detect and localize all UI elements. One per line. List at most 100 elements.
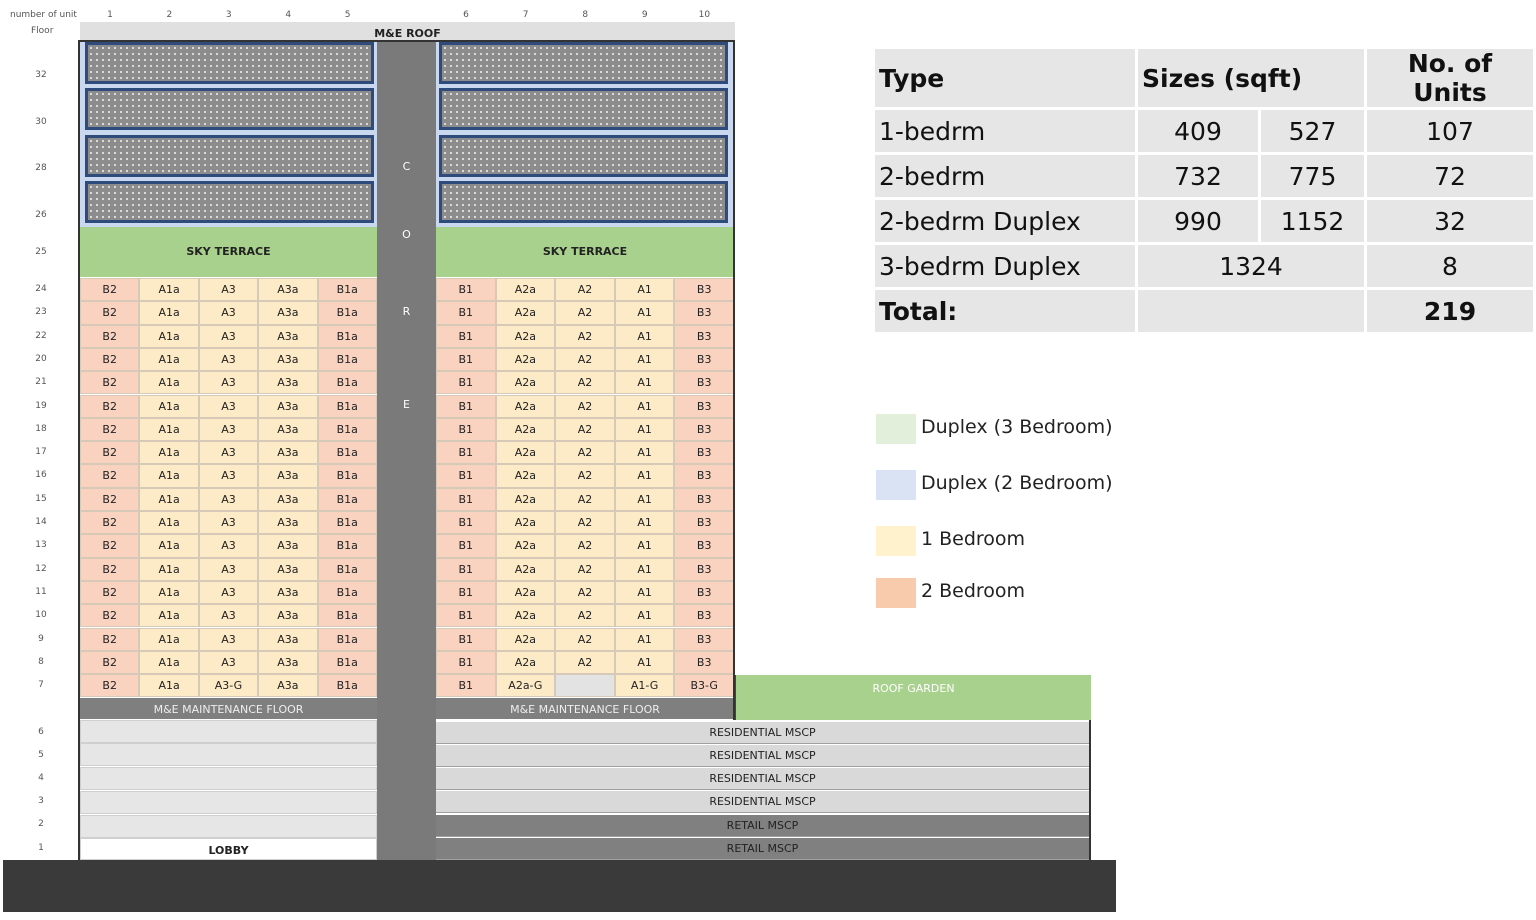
podium-level — [80, 767, 377, 790]
unit-cell: A2 — [555, 301, 615, 325]
unit-cell: A1a — [139, 464, 199, 488]
mscp-right-edge — [1089, 720, 1091, 860]
unit-cell: A3 — [198, 534, 259, 558]
unit-cell: A3 — [198, 324, 259, 348]
podium-level — [80, 743, 377, 766]
unit-cell: A2a — [495, 371, 556, 395]
unit-cell: A1a — [139, 371, 199, 395]
unit-cell: B2 — [80, 278, 140, 302]
unit-cell: B2 — [80, 487, 140, 511]
duplex-unit-left — [85, 88, 374, 130]
unit-cell: A3a — [258, 301, 318, 325]
lobby: LOBBY — [80, 838, 377, 860]
unit-cell: A2 — [555, 650, 615, 675]
unit-cell: A3 — [198, 650, 259, 675]
floor-number: 16 — [35, 470, 47, 481]
unit-cell: A2 — [555, 557, 615, 581]
unit-cell: B3 — [674, 487, 734, 511]
sky-terrace-left: SKY TERRACE — [80, 227, 377, 277]
unit-cell: B3 — [674, 557, 734, 581]
core-letter: C — [402, 160, 411, 173]
sky-terrace-left-label: SKY TERRACE — [186, 245, 271, 258]
unit-cell: B2 — [80, 394, 140, 418]
unit-cell: A1 — [614, 441, 675, 465]
unit-cell: B1 — [436, 511, 496, 535]
unit-number-header: 10 — [698, 10, 711, 20]
row-size1: 990 — [1138, 200, 1258, 242]
unit-cell: B2 — [80, 650, 140, 675]
unit-cell: B3 — [674, 417, 734, 442]
row-size2: 527 — [1261, 110, 1364, 152]
unit-cell: A1 — [614, 464, 675, 488]
unit-cell: B3 — [674, 580, 734, 605]
unit-cell: B3 — [674, 604, 734, 628]
unit-cell: A2a — [495, 650, 556, 675]
floor-number: 1 — [38, 843, 44, 853]
unit-cell: B1a — [317, 464, 377, 488]
unit-cell: A1a — [139, 278, 199, 302]
floor-number: 30 — [35, 117, 47, 127]
unit-cell: A2a — [495, 627, 556, 651]
me-roof-label: M&E ROOF — [374, 27, 441, 40]
unit-number-header: 3 — [225, 10, 232, 20]
unit-cell: A1 — [614, 417, 675, 442]
unit-cell: A1a — [139, 511, 199, 535]
unit-cell: B2 — [80, 417, 140, 442]
building-top-edge — [80, 40, 735, 42]
floor-number: 17 — [35, 447, 47, 458]
row-units: 8 — [1367, 245, 1533, 287]
floor-number: 28 — [35, 163, 47, 173]
unit-cell: A2 — [555, 511, 615, 535]
podium-level — [80, 720, 377, 743]
table-row: 2-bedrm Duplex 990 1152 32 — [875, 200, 1533, 242]
unit-cell: B1 — [436, 650, 496, 675]
unit-cell: A3 — [198, 487, 259, 511]
unit-cell: B1a — [317, 511, 377, 535]
unit-number-header: 4 — [285, 10, 292, 20]
unit-cell: A3 — [198, 301, 259, 325]
unit-cell: A1-G — [614, 674, 675, 698]
unit-cell: B3 — [674, 627, 734, 651]
unit-cell: A2a-G — [495, 674, 556, 698]
row-size1: 732 — [1138, 155, 1258, 197]
unit-cell: A3a — [258, 674, 318, 698]
unit-cell: A2a — [495, 441, 556, 465]
unit-cell: A3 — [198, 417, 259, 442]
unit-cell: A2a — [495, 534, 556, 558]
table-row: 1-bedrm 409 527 107 — [875, 110, 1533, 152]
unit-cell: B1 — [436, 534, 496, 558]
unit-cell: A2a — [495, 580, 556, 605]
unit-cell: A2 — [555, 417, 615, 442]
duplex-unit-left — [85, 135, 374, 177]
unit-number-header: 6 — [463, 10, 469, 20]
unit-cell: B2 — [80, 604, 140, 628]
unit-cell: A3a — [258, 604, 318, 628]
sky-terrace-right-label: SKY TERRACE — [542, 245, 628, 258]
unit-cell: B1a — [317, 650, 377, 675]
unit-cell: A3a — [258, 534, 318, 558]
unit-cell: A1a — [139, 441, 199, 465]
unit-cell: A2 — [555, 324, 615, 348]
floor-number: 10 — [35, 610, 47, 621]
unit-cell: B1a — [317, 487, 377, 511]
unit-cell: A2a — [495, 278, 556, 302]
unit-number-header: 2 — [166, 10, 173, 20]
unit-cell: A2a — [495, 417, 556, 442]
unit-cell: B2 — [80, 511, 140, 535]
unit-cell: A3 — [198, 441, 259, 465]
header-sizes: Sizes (sqft) — [1138, 49, 1364, 107]
row-size2: 1152 — [1261, 200, 1364, 242]
unit-cell: A1 — [614, 650, 675, 675]
unit-cell: A3 — [198, 580, 259, 605]
unit-cell: A1a — [139, 347, 199, 372]
floor-number: 19 — [35, 400, 47, 411]
unit-cell: A1 — [614, 347, 675, 372]
unit-cell: A3a — [258, 464, 318, 488]
unit-cell: A1a — [139, 604, 199, 628]
unit-cell: B1a — [317, 580, 377, 605]
unit-cell: A3a — [258, 347, 318, 372]
building-left-edge — [78, 40, 80, 860]
residential-mscp-level: RESIDENTIAL MSCP — [436, 768, 1089, 790]
podium-level — [80, 791, 377, 814]
unit-cell: A1 — [614, 278, 675, 302]
